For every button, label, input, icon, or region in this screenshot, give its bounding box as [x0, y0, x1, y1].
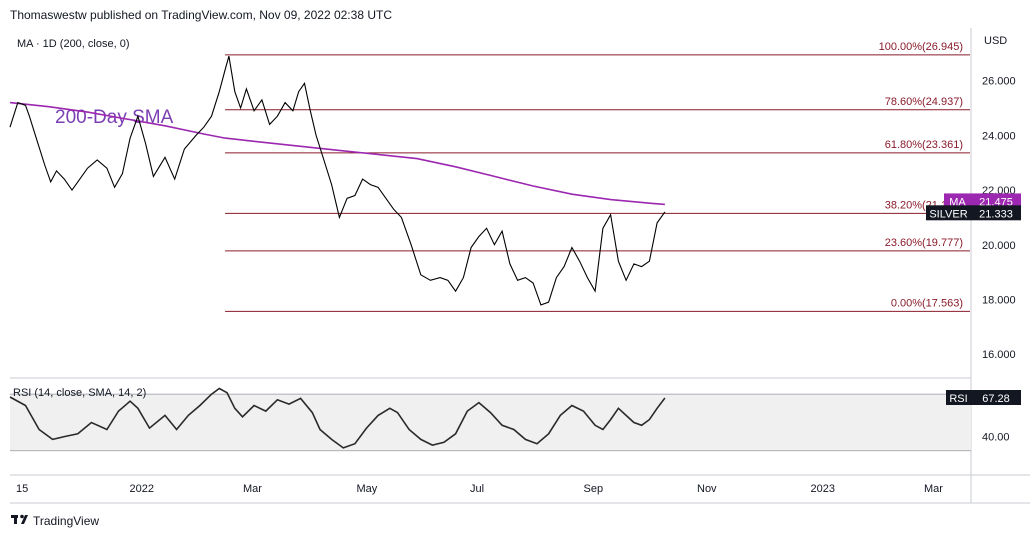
rsi-line	[9, 387, 666, 449]
silver-badge-tag: SILVER	[929, 208, 967, 220]
ma-200-line	[9, 101, 665, 206]
rsi-indicator-label: RSI (14, close, SMA, 14, 2)	[13, 387, 146, 399]
ma-indicator-label: MA · 1D (200, close, 0)	[17, 38, 130, 50]
publish-header: Thomaswestw published on TradingView.com…	[10, 8, 392, 22]
rsi-axis: 40.00	[982, 432, 1010, 444]
time-tick-label: 2023	[811, 483, 835, 495]
time-tick-label: May	[357, 483, 378, 495]
rsi-badge-value: 67.28	[982, 393, 1010, 405]
fib-level-label: 100.00%(26.945)	[879, 41, 963, 53]
tradingview-logo-icon	[11, 514, 28, 524]
time-tick-label: Jul	[470, 483, 484, 495]
time-tick-label: Mar	[924, 483, 943, 495]
time-tick-label: Nov	[697, 483, 717, 495]
silver-badge-tag-bg	[926, 205, 971, 221]
time-tick-label: Mar	[243, 483, 262, 495]
fibonacci-retracement[interactable]: 100.00%(26.945) 78.60%(24.937) 61.80%(23.3…	[225, 41, 970, 312]
ma-badge-tag-bg	[944, 193, 971, 209]
tradingview-brand: TradingView	[33, 514, 99, 528]
fib-level-label: 61.80%(23.361)	[885, 139, 963, 151]
rsi-band	[10, 394, 971, 451]
currency-label: USD	[984, 35, 1007, 47]
price-tick-label: 18.000	[982, 294, 1016, 306]
rsi-badge-value-bg	[971, 390, 1021, 406]
rsi-tick-label: 40.00	[982, 432, 1010, 444]
rsi-badge-tag: RSI	[949, 393, 967, 405]
silver-price-line	[9, 55, 666, 306]
silver-badge-value: 21.333	[979, 208, 1013, 220]
time-tick-label: 2022	[130, 483, 154, 495]
fib-level-label: 23.60%(19.777)	[885, 237, 963, 249]
time-tick-label: 15	[16, 483, 28, 495]
price-tick-label: 26.000	[982, 76, 1016, 88]
price-tick-label: 16.000	[982, 349, 1016, 361]
ma-badge-value-bg	[971, 193, 1021, 209]
time-tick-label: Sep	[584, 483, 604, 495]
price-tick-label: 24.000	[982, 130, 1016, 142]
silver-badge-value-bg	[971, 205, 1021, 221]
fib-level-label: 0.00%(17.563)	[891, 297, 963, 309]
time-axis: 15 2022 Mar May Jul Sep Nov 2023 Mar	[16, 483, 943, 495]
rsi-badge-tag-bg	[946, 390, 971, 406]
fib-level-label: 78.60%(24.937)	[885, 96, 963, 108]
price-tick-label: 20.000	[982, 240, 1016, 252]
